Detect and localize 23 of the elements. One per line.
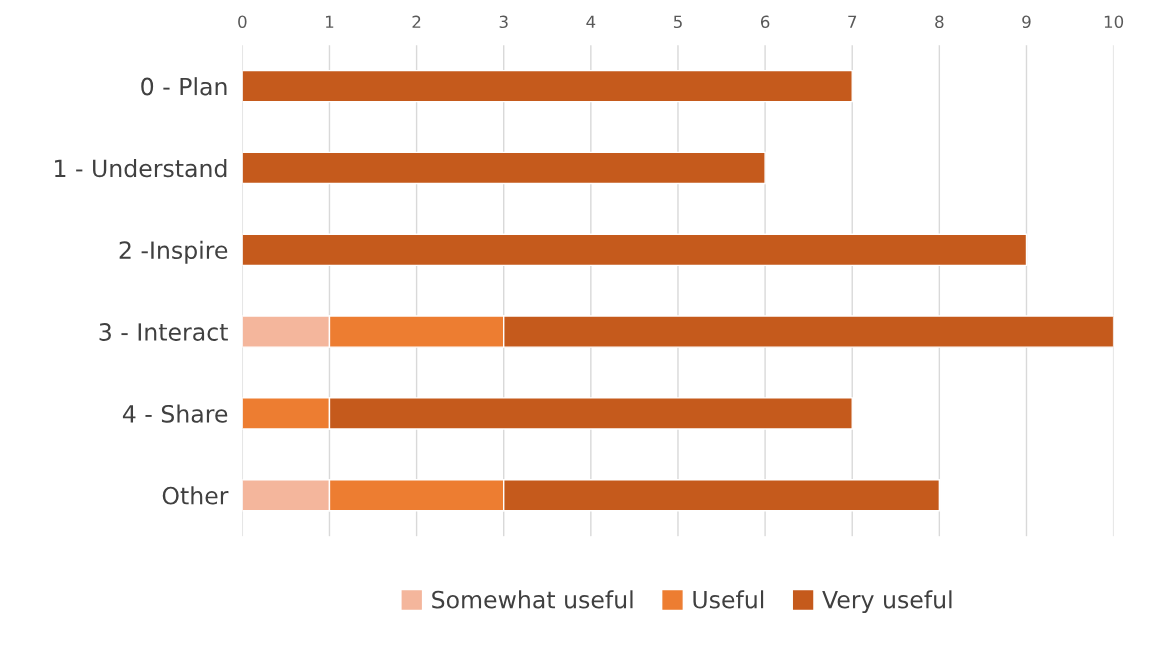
x-tick-label: 4 xyxy=(586,15,596,28)
x-tick-label: 5 xyxy=(673,15,682,29)
bar xyxy=(242,233,1028,267)
y-tick-label: 1 - Understand xyxy=(55,158,227,178)
y-tick-label: 2 -Inspire xyxy=(119,240,228,264)
x-tick-label: 7 xyxy=(848,15,857,28)
x-tick-label: 9 xyxy=(1022,15,1031,29)
legend-label: Very useful xyxy=(822,590,952,614)
x-tick-label: 6 xyxy=(760,15,770,29)
bar xyxy=(242,151,766,185)
y-tick-label: 4 - Share xyxy=(122,404,228,423)
legend-label: Useful xyxy=(693,590,764,609)
x-tick-label: 3 xyxy=(499,15,508,29)
x-tick-label: 2 xyxy=(412,15,421,28)
y-tick-label: 0 - Plan xyxy=(141,77,227,96)
legend-label: Somewhat useful xyxy=(432,590,633,609)
bar xyxy=(242,69,853,103)
x-tick-label: 1 xyxy=(326,15,334,28)
x-tick-label: 0 xyxy=(238,15,247,29)
x-tick-label: 10 xyxy=(1104,15,1124,29)
x-tick-label: 8 xyxy=(935,15,944,29)
y-tick-label: 3 - Interact xyxy=(99,323,228,341)
y-tick-label: Other xyxy=(162,486,229,505)
